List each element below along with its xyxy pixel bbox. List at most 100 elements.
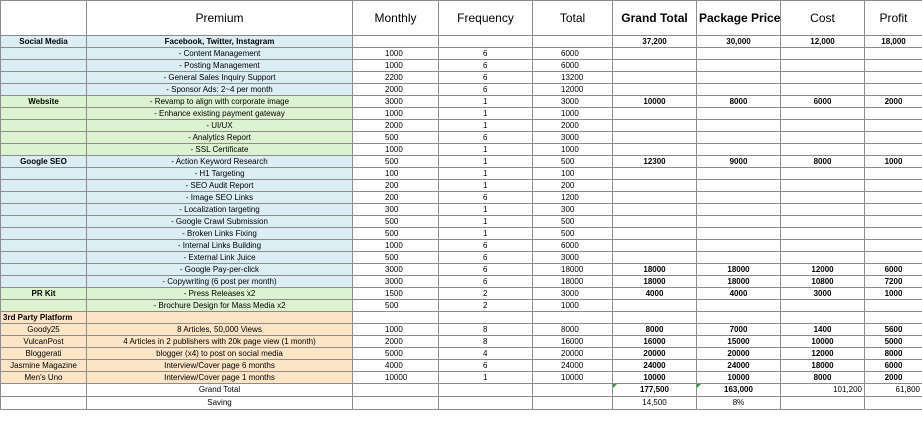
category-cell[interactable]: [0, 167, 87, 180]
header-cell-grand-total[interactable]: Grand Total: [612, 0, 697, 36]
category-cell[interactable]: Goody25: [0, 323, 87, 336]
total-cell[interactable]: 1000: [532, 299, 613, 312]
cost-cell[interactable]: 3000: [780, 287, 865, 300]
profit-cell[interactable]: 2000: [864, 95, 922, 108]
profit-cell[interactable]: 2000: [864, 371, 922, 384]
frequency-cell[interactable]: [438, 311, 533, 324]
cost-cell[interactable]: 12,000: [780, 35, 865, 48]
frequency-cell[interactable]: 6: [438, 71, 533, 84]
package-price-cell[interactable]: 7000: [696, 323, 781, 336]
cost-cell[interactable]: [780, 167, 865, 180]
premium-item-cell[interactable]: - Localization targeting: [86, 203, 353, 216]
grand-total-cell[interactable]: 8000: [612, 323, 697, 336]
premium-item-cell[interactable]: - Analytics Report: [86, 131, 353, 144]
frequency-cell[interactable]: 6: [438, 131, 533, 144]
premium-item-cell[interactable]: Facebook, Twitter, Instagram: [86, 35, 353, 48]
cost-cell[interactable]: 12000: [780, 347, 865, 360]
premium-item-cell[interactable]: - Enhance existing payment gateway: [86, 107, 353, 120]
profit-cell[interactable]: 1000: [864, 287, 922, 300]
cost-cell[interactable]: 10000: [780, 335, 865, 348]
frequency-cell[interactable]: 1: [438, 227, 533, 240]
package-price-cell[interactable]: 10000: [696, 371, 781, 384]
package-price-cell[interactable]: [696, 311, 781, 324]
cost-total-value[interactable]: 101,200: [780, 383, 865, 397]
total-cell[interactable]: 300: [532, 203, 613, 216]
frequency-cell[interactable]: 1: [438, 119, 533, 132]
category-cell[interactable]: 3rd Party Platform: [0, 311, 87, 324]
monthly-cell[interactable]: 1000: [352, 239, 439, 252]
grand-total-cell[interactable]: 4000: [612, 287, 697, 300]
grand-total-cell[interactable]: 18000: [612, 263, 697, 276]
package-price-cell[interactable]: 20000: [696, 347, 781, 360]
profit-cell[interactable]: [864, 143, 922, 156]
cost-cell[interactable]: [780, 107, 865, 120]
premium-item-cell[interactable]: - Brochure Design for Mass Media x2: [86, 299, 353, 312]
profit-cell[interactable]: 5000: [864, 335, 922, 348]
grand-total-cell[interactable]: 10000: [612, 371, 697, 384]
grand-total-cell[interactable]: [612, 71, 697, 84]
cost-cell[interactable]: [780, 311, 865, 324]
frequency-cell[interactable]: 1: [438, 95, 533, 108]
package-price-cell[interactable]: [696, 215, 781, 228]
profit-cell[interactable]: [864, 71, 922, 84]
grand-total-cell[interactable]: 20000: [612, 347, 697, 360]
frequency-cell[interactable]: 1: [438, 155, 533, 168]
grand-total-cell[interactable]: [612, 107, 697, 120]
cost-cell[interactable]: 8000: [780, 155, 865, 168]
premium-item-cell[interactable]: - Google Pay-per-click: [86, 263, 353, 276]
monthly-cell[interactable]: 5000: [352, 347, 439, 360]
cost-cell[interactable]: [780, 179, 865, 192]
total-cell[interactable]: [532, 35, 613, 48]
cost-cell[interactable]: [780, 239, 865, 252]
header-cell-frequency[interactable]: Frequency: [438, 0, 533, 36]
total-cell[interactable]: 6000: [532, 239, 613, 252]
package-price-cell[interactable]: 24000: [696, 359, 781, 372]
profit-cell[interactable]: [864, 191, 922, 204]
monthly-cell[interactable]: 500: [352, 131, 439, 144]
cell-empty[interactable]: [352, 396, 439, 410]
category-cell[interactable]: Social Media: [0, 35, 87, 48]
total-cell[interactable]: 18000: [532, 263, 613, 276]
total-cell[interactable]: 24000: [532, 359, 613, 372]
category-cell[interactable]: [0, 71, 87, 84]
package-price-cell[interactable]: 30,000: [696, 35, 781, 48]
frequency-cell[interactable]: 1: [438, 203, 533, 216]
profit-cell[interactable]: 18,000: [864, 35, 922, 48]
package-price-cell[interactable]: [696, 251, 781, 264]
cost-cell[interactable]: [780, 251, 865, 264]
category-cell[interactable]: [0, 131, 87, 144]
total-cell[interactable]: 6000: [532, 59, 613, 72]
cell-empty[interactable]: [352, 383, 439, 397]
cell-empty[interactable]: [780, 396, 865, 410]
category-cell[interactable]: [0, 143, 87, 156]
profit-cell[interactable]: [864, 59, 922, 72]
profit-cell[interactable]: 6000: [864, 359, 922, 372]
header-cell-profit[interactable]: Profit: [864, 0, 922, 36]
monthly-cell[interactable]: 2000: [352, 335, 439, 348]
package-price-cell[interactable]: 15000: [696, 335, 781, 348]
saving-percent[interactable]: 8%: [696, 396, 781, 410]
grand-total-cell[interactable]: 18000: [612, 275, 697, 288]
grand-total-cell[interactable]: [612, 239, 697, 252]
grand-total-label[interactable]: Grand Total: [86, 383, 353, 397]
monthly-cell[interactable]: 500: [352, 251, 439, 264]
category-cell[interactable]: VulcanPost: [0, 335, 87, 348]
saving-label[interactable]: Saving: [86, 396, 353, 410]
total-cell[interactable]: 6000: [532, 47, 613, 60]
profit-cell[interactable]: [864, 239, 922, 252]
cost-cell[interactable]: 10800: [780, 275, 865, 288]
category-cell[interactable]: [0, 179, 87, 192]
frequency-cell[interactable]: 6: [438, 251, 533, 264]
grand-total-value[interactable]: 177,500: [612, 383, 697, 397]
cost-cell[interactable]: 12000: [780, 263, 865, 276]
total-cell[interactable]: 20000: [532, 347, 613, 360]
cost-cell[interactable]: 1400: [780, 323, 865, 336]
grand-total-cell[interactable]: 10000: [612, 95, 697, 108]
cell-empty[interactable]: [532, 396, 613, 410]
total-cell[interactable]: 3000: [532, 131, 613, 144]
package-price-cell[interactable]: [696, 71, 781, 84]
cell-empty[interactable]: [532, 383, 613, 397]
cost-cell[interactable]: [780, 299, 865, 312]
profit-cell[interactable]: [864, 299, 922, 312]
profit-cell[interactable]: 6000: [864, 263, 922, 276]
